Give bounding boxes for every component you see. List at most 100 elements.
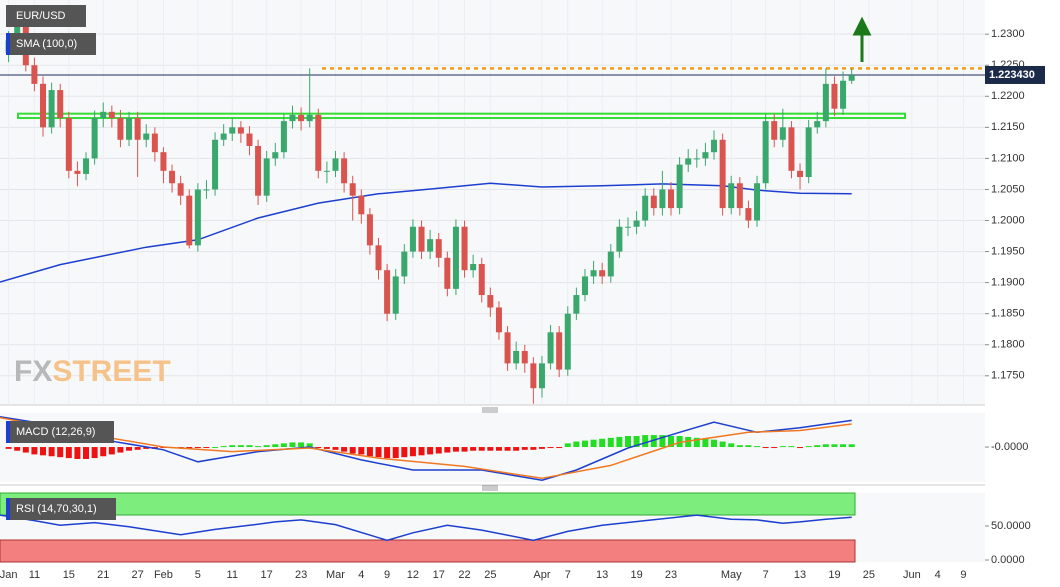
- x-tick-label: 27: [132, 569, 144, 581]
- macd-histogram-bar: [771, 447, 778, 449]
- label-box: [6, 498, 116, 520]
- candle-body: [108, 111, 115, 119]
- x-tick-label: 23: [665, 569, 677, 581]
- x-tick-label: Feb: [154, 569, 173, 581]
- x-tick-label: 15: [63, 569, 75, 581]
- candle-body: [126, 118, 133, 140]
- candle-body: [452, 226, 459, 289]
- overbought-zone: [0, 492, 856, 516]
- x-tick-label: 17: [261, 569, 273, 581]
- candle-body: [814, 121, 821, 128]
- candle-body: [65, 118, 72, 171]
- macd-histogram-bar: [14, 447, 21, 451]
- macd-histogram-bar: [444, 447, 451, 453]
- label-box: [6, 421, 114, 443]
- macd-histogram-bar: [194, 447, 201, 449]
- candle-body: [822, 83, 829, 122]
- candle-body: [771, 121, 778, 140]
- macd-histogram-bar: [547, 447, 554, 449]
- macd-histogram-bar: [831, 444, 838, 448]
- candle-body: [212, 139, 219, 190]
- macd-line: [0, 415, 852, 481]
- macd-histogram-bar: [263, 445, 270, 448]
- macd-histogram-bar: [22, 447, 29, 453]
- candle-body: [298, 114, 305, 122]
- candle-body: [186, 195, 193, 246]
- x-tick-label: 9: [960, 569, 966, 581]
- watermark: FXSTREET: [14, 355, 171, 388]
- candle-body: [384, 270, 391, 314]
- candle-body: [745, 208, 752, 221]
- macd-histogram-bar: [581, 440, 588, 448]
- x-tick-label: 7: [565, 569, 571, 581]
- macd-histogram-bar: [57, 447, 64, 458]
- candle-body: [754, 183, 761, 221]
- macd-histogram-bar: [117, 447, 124, 453]
- candle-body: [831, 83, 838, 109]
- candle-body: [616, 226, 623, 252]
- macd-histogram-bar: [108, 447, 115, 455]
- candle-body: [590, 270, 597, 277]
- macd-histogram-bar: [762, 447, 769, 449]
- candle-body: [513, 350, 520, 364]
- candle-body: [564, 313, 571, 370]
- macd-histogram-bar: [272, 444, 279, 448]
- candle-body: [237, 127, 244, 134]
- candle-body: [668, 189, 675, 209]
- candle-body: [220, 133, 227, 140]
- y-tick-label: 1.1950: [991, 245, 1025, 257]
- candle-body: [341, 158, 348, 184]
- candle-body: [255, 145, 262, 196]
- rsi-line: [0, 514, 852, 542]
- y-tick-label: 1.1750: [991, 370, 1025, 382]
- candle-body: [332, 158, 339, 171]
- macd-histogram-bar: [805, 446, 812, 448]
- x-tick-label: 25: [484, 569, 496, 581]
- macd-histogram-bar: [65, 447, 72, 459]
- macd-histogram-bar: [366, 447, 373, 457]
- candle-body: [401, 251, 408, 277]
- y-tick-label: 1.1850: [991, 308, 1025, 320]
- candle-body: [461, 226, 468, 271]
- macd-histogram-bar: [229, 445, 236, 448]
- legend-swatch: [6, 421, 10, 443]
- macd-histogram-bar: [504, 447, 511, 451]
- candle-body: [91, 118, 98, 159]
- candle-body: [788, 127, 795, 171]
- up-arrow: [852, 16, 872, 62]
- candle-body: [444, 257, 451, 289]
- candle-body: [117, 118, 124, 140]
- candle-body: [676, 164, 683, 209]
- candle-body: [607, 251, 614, 277]
- candle-body: [711, 139, 718, 153]
- candle-body: [487, 295, 494, 308]
- candle-body: [169, 170, 176, 184]
- label-box: [6, 33, 96, 55]
- candle-body: [263, 158, 270, 196]
- candle-body: [805, 127, 812, 178]
- macd-histogram-bar: [487, 447, 494, 451]
- macd-histogram-bar: [143, 447, 150, 449]
- candle-body: [280, 121, 287, 153]
- candle-body: [134, 118, 141, 140]
- x-tick-label: 7: [763, 569, 769, 581]
- x-tick-label: 4: [358, 569, 364, 581]
- macd-histogram-bar: [315, 447, 322, 449]
- legend-swatch: [6, 33, 10, 55]
- chart-title: EUR/USD: [16, 10, 66, 22]
- candle-body: [323, 170, 330, 172]
- x-tick-label: 11: [227, 569, 238, 581]
- macd-histogram-bar: [564, 443, 571, 448]
- y-tick-label: 0.0000: [991, 554, 1025, 566]
- candle-body: [633, 220, 640, 227]
- y-tick-label: 1.2150: [991, 121, 1025, 133]
- y-tick-label: 50.0000: [991, 520, 1031, 532]
- candle-body: [624, 226, 631, 228]
- candle-body: [375, 245, 382, 271]
- macd-histogram-bar: [513, 447, 520, 451]
- resize-grip[interactable]: [482, 485, 498, 491]
- candle-body: [581, 276, 588, 296]
- candle-body: [143, 133, 150, 140]
- macd-histogram-bar: [461, 447, 468, 452]
- resize-grip[interactable]: [482, 407, 498, 413]
